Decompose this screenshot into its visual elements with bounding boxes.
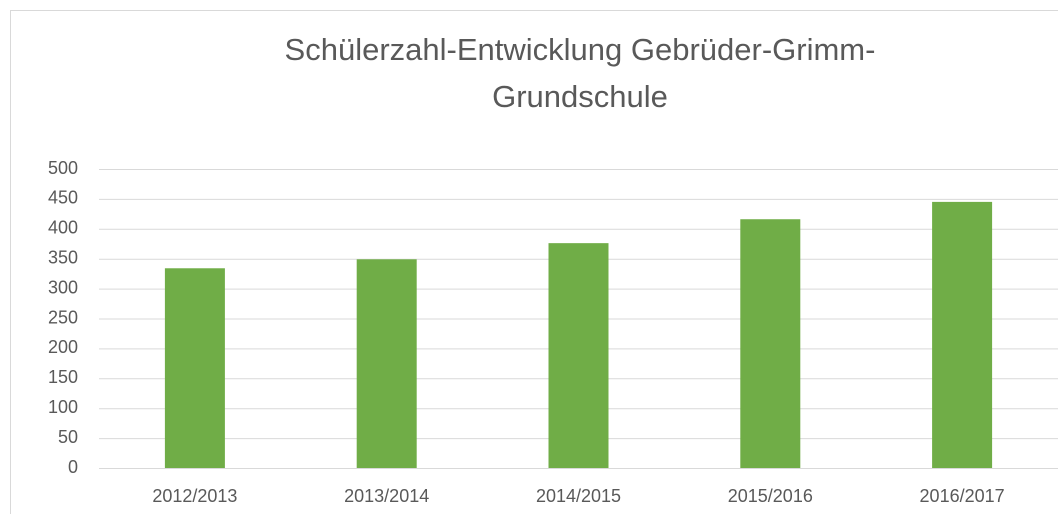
x-tick-label: 2016/2017 [920,486,1005,506]
y-tick-label: 400 [48,218,78,238]
bar [356,259,417,468]
chart-title: Schülerzahl-Entwicklung Gebrüder-Grimm-G… [284,32,876,114]
y-tick-label: 350 [48,247,78,267]
y-tick-label: 250 [48,307,78,327]
bar [548,243,609,468]
bar [740,219,801,468]
x-tick-label: 2014/2015 [536,486,621,506]
y-tick-label: 150 [48,367,78,387]
y-tick-label: 100 [48,397,78,417]
x-tick-label: 2015/2016 [728,486,813,506]
y-tick-label: 300 [48,277,78,297]
x-tick-label: 2012/2013 [152,486,237,506]
bar [932,201,993,468]
y-tick-label: 450 [48,188,78,208]
y-tick-label: 0 [68,457,78,477]
y-tick-label: 500 [48,158,78,178]
bar [164,268,225,468]
y-tick-label: 200 [48,337,78,357]
chart-frame [10,10,1058,514]
y-tick-label: 50 [58,427,78,447]
x-tick-label: 2013/2014 [344,486,429,506]
